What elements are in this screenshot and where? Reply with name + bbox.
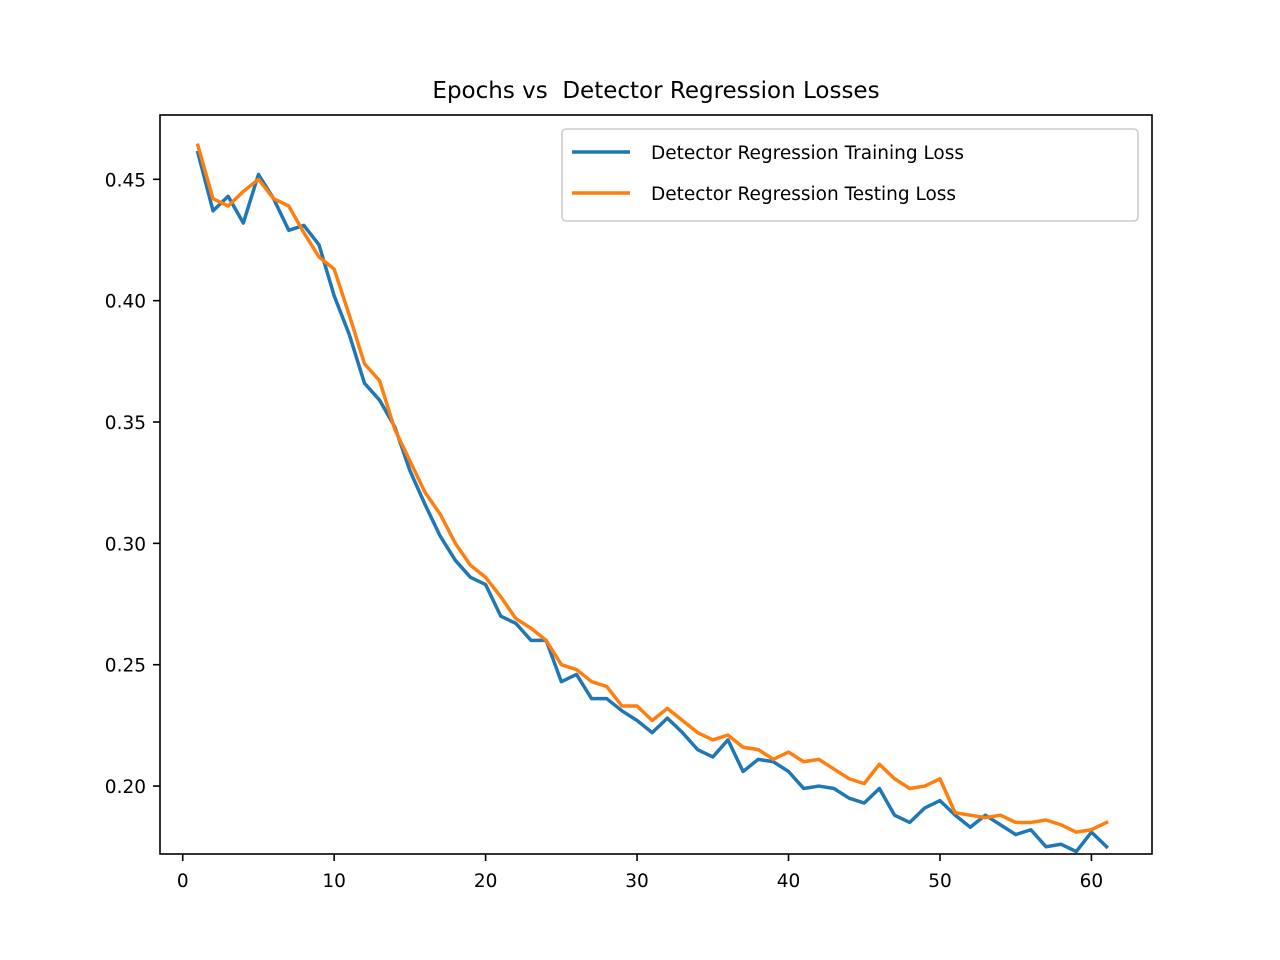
y-tick-label: 0.30	[105, 534, 146, 555]
x-tick-label: 0	[177, 871, 189, 892]
x-tick-label: 30	[625, 871, 649, 892]
legend-box	[561, 128, 1139, 222]
y-tick-label: 0.25	[105, 656, 146, 677]
legend: Detector Regression Training Loss Detecto…	[561, 128, 1139, 222]
x-tick-label: 50	[928, 871, 952, 892]
legend-label-1: Detector Regression Training Loss	[651, 143, 964, 164]
y-tick-label: 0.20	[105, 777, 146, 798]
x-tick-label: 40	[777, 871, 801, 892]
x-tick-label: 60	[1080, 871, 1104, 892]
series-line-1	[195, 150, 1110, 854]
series-layer	[195, 143, 1110, 854]
axis-layer: 0 10 20 30 40 50 60 0.20 0.25 0.30 0.35 0.40 0.45	[105, 114, 1153, 892]
plot-frame	[159, 114, 1153, 855]
y-tick-label: 0.45	[105, 170, 146, 191]
chart-title: Epochs vs Detector Regression Losses	[432, 78, 879, 104]
y-tick-label: 0.35	[105, 413, 146, 434]
legend-label-2: Detector Regression Testing Loss	[651, 184, 956, 205]
x-tick-label: 10	[322, 871, 346, 892]
y-tick-label: 0.40	[105, 292, 146, 313]
x-tick-label: 20	[474, 871, 498, 892]
series-line-2	[195, 143, 1109, 834]
